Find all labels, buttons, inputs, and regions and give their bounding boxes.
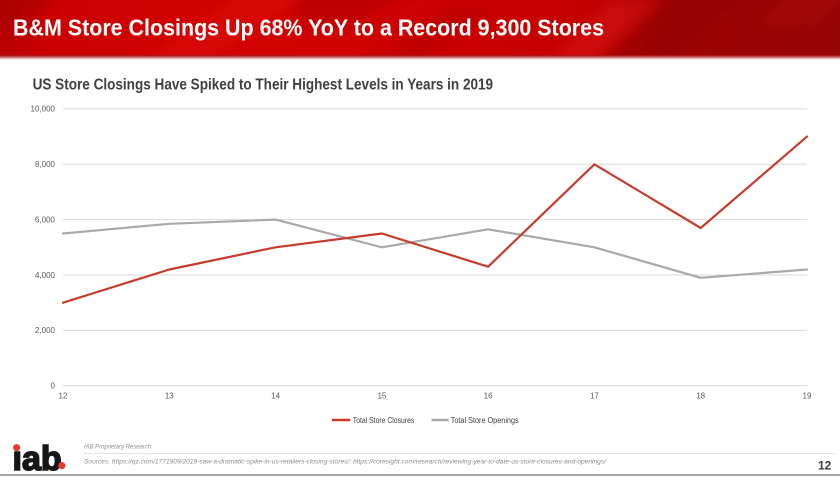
svg-text:6,000: 6,000 (35, 215, 56, 224)
svg-text:IAB Proprietary Research: IAB Proprietary Research (84, 444, 151, 451)
svg-text:Total Store Openings: Total Store Openings (451, 416, 519, 425)
svg-text:4,000: 4,000 (35, 271, 56, 280)
svg-text:13: 13 (165, 391, 174, 400)
svg-text:17: 17 (590, 391, 599, 400)
svg-text:16: 16 (484, 391, 493, 400)
svg-text:12: 12 (818, 458, 832, 472)
svg-text:0: 0 (51, 382, 56, 391)
svg-text:15: 15 (377, 391, 386, 400)
svg-text:12: 12 (59, 391, 68, 400)
svg-text:US Store Closings Have Spiked: US Store Closings Have Spiked to Their H… (33, 76, 494, 93)
svg-text:B&M Store Closings Up 68% YoY: B&M Store Closings Up 68% YoY to a Recor… (13, 15, 604, 41)
svg-text:ıab: ıab (13, 440, 62, 478)
svg-text:14: 14 (271, 391, 280, 400)
svg-text:2,000: 2,000 (35, 326, 56, 335)
svg-text:Total Store Closures: Total Store Closures (353, 416, 415, 425)
svg-text:18: 18 (696, 391, 705, 400)
svg-text:Sources: https://qz.com/177190: Sources: https://qz.com/1771909/2019-saw… (84, 459, 607, 466)
svg-text:10,000: 10,000 (31, 105, 56, 114)
svg-text:19: 19 (803, 391, 812, 400)
svg-text:8,000: 8,000 (35, 160, 56, 169)
